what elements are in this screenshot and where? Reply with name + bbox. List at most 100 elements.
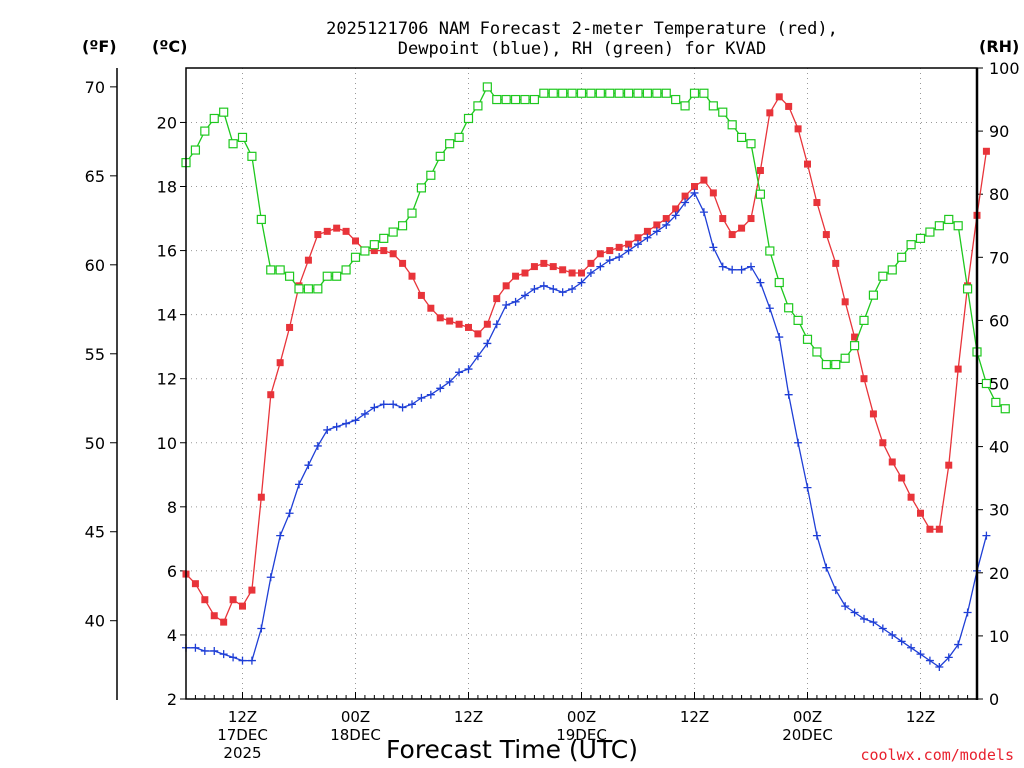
celsius-unit-label: (ºC) <box>152 37 187 56</box>
dewpoint-point <box>530 285 539 294</box>
temperature-point <box>201 596 209 604</box>
dewpoint-point <box>417 393 426 402</box>
dewpoint-point <box>389 400 398 409</box>
rh-point <box>397 221 408 231</box>
temperature-series <box>182 93 990 626</box>
dewpoint-point <box>954 640 963 649</box>
celsius-tick-label: 6 <box>167 562 177 581</box>
temperature-point <box>530 263 538 271</box>
rh-point <box>868 290 879 300</box>
dewpoint-point <box>398 403 407 412</box>
dewpoint-point <box>747 262 755 271</box>
dewpoint-point <box>765 304 774 313</box>
dewpoint-point <box>492 320 501 329</box>
rh-point <box>878 271 888 281</box>
rh-point <box>981 378 992 389</box>
temperature-point <box>672 205 680 213</box>
dewpoint-point <box>681 198 690 207</box>
time-tick-label: 12Z <box>454 708 483 726</box>
rh-point <box>614 88 624 98</box>
temperature-point <box>615 243 623 251</box>
temperature-point <box>389 250 397 258</box>
temperature-point <box>314 231 322 239</box>
fahrenheit-tick-label: 45 <box>85 523 105 542</box>
temperature-point <box>210 612 218 620</box>
rh-point <box>859 315 869 325</box>
temperature-point <box>304 256 312 264</box>
temperature-line <box>185 95 988 624</box>
temperature-point <box>926 525 934 533</box>
dewpoint-point <box>436 384 445 393</box>
dewpoint-point <box>652 227 661 236</box>
rh-point <box>284 271 295 281</box>
dewpoint-point <box>549 285 558 294</box>
rh-point <box>736 132 747 143</box>
rh-point <box>831 359 841 370</box>
dewpoint-point <box>332 422 341 431</box>
temperature-point <box>248 586 256 594</box>
temperature-point <box>756 166 764 174</box>
rh-point <box>576 88 587 98</box>
dewpoint-point <box>304 461 313 470</box>
rh-unit-label: (RH) <box>979 37 1019 56</box>
temperature-point <box>945 461 953 469</box>
temperature-point <box>191 580 199 588</box>
dewpoint-point <box>200 646 209 655</box>
rh-point <box>190 145 201 155</box>
temperature-point <box>719 215 727 223</box>
dewpoint-point <box>266 573 275 582</box>
temperature-point <box>578 269 585 277</box>
dewpoint-point <box>521 291 529 300</box>
temperature-point <box>869 410 877 418</box>
dewpoint-point <box>841 602 850 611</box>
dewpoint-point <box>229 653 238 662</box>
rh-point <box>303 284 314 294</box>
rh-point <box>454 132 464 143</box>
dewpoint-point <box>982 531 991 540</box>
dewpoint-point <box>257 624 266 633</box>
temperature-point <box>352 237 359 245</box>
rh-point <box>256 214 266 225</box>
fahrenheit-tick-label: 65 <box>85 167 105 186</box>
rh-point <box>784 303 794 313</box>
temperature-point <box>220 618 228 626</box>
rh-point <box>350 252 361 262</box>
time-tick-label: 12Z <box>228 708 257 726</box>
rh-point <box>689 88 700 98</box>
dewpoint-point <box>737 265 746 274</box>
rh-point <box>247 151 257 161</box>
dewpoint-point <box>775 333 784 342</box>
rh-point <box>944 214 954 225</box>
temperature-point <box>625 240 633 248</box>
fahrenheit-unit-label: (ºF) <box>82 37 117 56</box>
rh-series <box>181 82 1010 414</box>
dewpoint-series <box>182 188 991 671</box>
rh-tick-label: 70 <box>989 248 1009 267</box>
dewpoint-point <box>502 301 511 310</box>
dewpoint-line <box>186 191 988 668</box>
fahrenheit-ticks: 40 45 50 55 60 65 70 <box>85 78 117 631</box>
temperature-point <box>766 109 774 117</box>
temperature-point <box>568 269 576 277</box>
rh-point <box>482 82 492 92</box>
rh-point <box>529 94 540 105</box>
dewpoint-point <box>191 643 200 652</box>
rh-point <box>473 101 483 111</box>
temperature-point <box>370 247 378 255</box>
rh-point <box>746 139 756 149</box>
rh-point <box>934 221 944 231</box>
rh-point <box>906 240 916 250</box>
rh-point <box>266 265 276 275</box>
rh-point <box>793 315 803 325</box>
dewpoint-point <box>925 656 934 665</box>
dewpoint-point <box>351 416 360 425</box>
chart-subtitle: Dewpoint (blue), RH (green) for KVAD <box>398 39 766 59</box>
rh-point <box>699 88 709 98</box>
temperature-point <box>851 333 859 341</box>
temperature-point <box>841 298 849 306</box>
temperature-point <box>738 224 746 232</box>
rh-point <box>416 183 427 193</box>
time-tick-label: 19DEC <box>556 726 607 744</box>
rh-point <box>802 334 813 344</box>
